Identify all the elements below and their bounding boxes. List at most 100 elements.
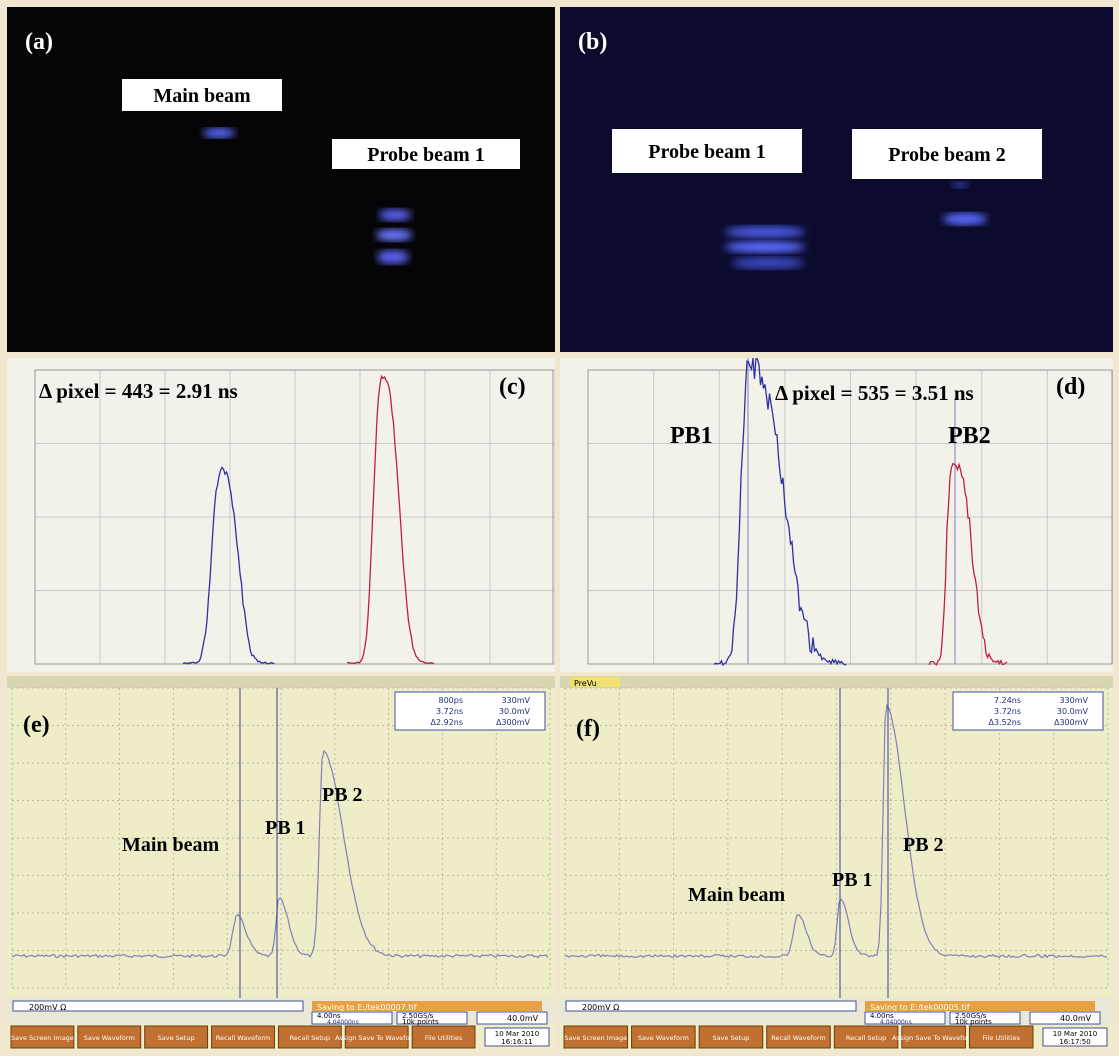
cursor-readout: 800ps bbox=[438, 696, 463, 705]
panel-b: (b) Probe beam 1 Probe beam 2 bbox=[560, 7, 1113, 352]
panel-c: Δ pixel = 443 = 2.91 ns (c) bbox=[7, 358, 555, 672]
time: 16:16:11 bbox=[501, 1038, 532, 1046]
date-box bbox=[484, 1027, 550, 1047]
cursor-readout: 330mV bbox=[1059, 696, 1088, 705]
annotation-box bbox=[852, 129, 1042, 179]
scope-button-label: Assign Save To Waveform bbox=[335, 1034, 418, 1042]
scope-button bbox=[833, 1025, 899, 1049]
sampling: 10k points bbox=[955, 1018, 992, 1026]
timebase-box bbox=[311, 1011, 393, 1025]
annotation: Main beam bbox=[122, 834, 220, 856]
scope-button-label: Save Setup bbox=[712, 1034, 749, 1042]
channel-box bbox=[565, 1000, 857, 1012]
annotation: PB 2 bbox=[903, 834, 944, 856]
panel-a-image: (a) Main beam Probe beam 1 bbox=[25, 29, 520, 264]
annotation: PB 1 bbox=[832, 869, 873, 891]
date: 10 Mar 2010 bbox=[1053, 1030, 1097, 1038]
scope-button-label: Recall Waveform bbox=[216, 1034, 270, 1042]
panel-a: (a) Main beam Probe beam 1 bbox=[7, 7, 555, 352]
waveform bbox=[11, 749, 549, 959]
beam-spot bbox=[203, 128, 235, 138]
annotation: PB 1 bbox=[265, 817, 306, 839]
annotation: Probe beam 1 bbox=[648, 141, 765, 163]
annotation: Probe beam 2 bbox=[888, 144, 1005, 166]
annotation: PB2 bbox=[948, 423, 991, 449]
annotation: Main beam bbox=[153, 85, 251, 107]
sampling-box bbox=[396, 1011, 468, 1025]
scope-button-label: Save Setup bbox=[158, 1034, 195, 1042]
beam-spot bbox=[725, 226, 805, 238]
cursor-readout: 30.0mV bbox=[499, 707, 531, 716]
scope-header bbox=[560, 676, 1113, 688]
scope-header bbox=[7, 676, 555, 688]
beam-spot bbox=[725, 241, 805, 253]
sampling: 10k points bbox=[402, 1018, 439, 1026]
cursor-readout-box bbox=[952, 691, 1104, 731]
cursor-readout: 3.72ns bbox=[994, 707, 1021, 716]
scope-button bbox=[698, 1025, 764, 1049]
panel-label: (c) bbox=[499, 374, 526, 400]
scope-button-label: Recall Setup bbox=[290, 1034, 330, 1042]
trigger-box bbox=[476, 1011, 548, 1025]
scope-button-label: Save Screen Image bbox=[564, 1034, 627, 1042]
timebase: 4.00ns bbox=[317, 1012, 341, 1020]
scope-button bbox=[211, 1025, 275, 1049]
saving-box bbox=[865, 1001, 1095, 1011]
waveform bbox=[564, 703, 1108, 959]
channel-setting: 200mV Ω bbox=[29, 1003, 66, 1012]
beam-spot bbox=[377, 250, 409, 264]
annotation-box bbox=[122, 79, 282, 111]
date: 10 Mar 2010 bbox=[495, 1030, 539, 1038]
cursor-readout: 3.72ns bbox=[436, 707, 463, 716]
scope-button-label: Save Waveform bbox=[84, 1034, 135, 1042]
trigger: 40.0mV bbox=[1060, 1014, 1092, 1023]
panel-f: PreVu (f) Main beam PB 1 PB 2 7.24ns 330mV 3.72… bbox=[560, 676, 1113, 1050]
annotation: Main beam bbox=[688, 884, 786, 906]
beam-spot bbox=[379, 209, 411, 221]
scope-button bbox=[411, 1025, 476, 1049]
panel-label: (a) bbox=[25, 29, 53, 55]
panel-d-plot: Δ pixel = 535 = 3.51 ns PB1 PB2 (d) bbox=[587, 358, 1113, 667]
beam-spot bbox=[952, 182, 968, 188]
cursor-readout: 330mV bbox=[501, 696, 530, 705]
annotation: Δ pixel = 535 = 3.51 ns bbox=[775, 381, 974, 405]
blue-trace bbox=[713, 358, 847, 667]
saving-box bbox=[312, 1001, 542, 1011]
panel-e-scope: (e) Main beam PB 1 PB 2 800ps 330mV 3.72ns 30.0… bbox=[7, 676, 555, 1049]
annotation-box bbox=[332, 139, 520, 169]
scope-button bbox=[10, 1025, 75, 1049]
scope-button bbox=[631, 1025, 696, 1049]
scope-button-label: Assign Save To Waveform bbox=[892, 1034, 975, 1042]
panel-d: Δ pixel = 535 = 3.51 ns PB1 PB2 (d) bbox=[560, 358, 1113, 672]
beam-spot bbox=[943, 213, 987, 225]
menu-tab bbox=[570, 677, 620, 687]
scope-button bbox=[563, 1025, 629, 1049]
scope-button-label: Save Waveform bbox=[638, 1034, 689, 1042]
panel-label: (b) bbox=[578, 29, 607, 55]
beam-spot bbox=[376, 229, 412, 241]
scope-button-label: File Utilities bbox=[425, 1034, 463, 1042]
scope-button-label: Save Screen Image bbox=[11, 1034, 74, 1042]
scope-button bbox=[77, 1025, 142, 1049]
scope-button bbox=[144, 1025, 209, 1049]
cursor-readout-box bbox=[394, 691, 546, 731]
cursor-readout: 30.0mV bbox=[1057, 707, 1089, 716]
cursor-readout: 7.24ns bbox=[994, 696, 1021, 705]
scope-button-label: File Utilities bbox=[983, 1034, 1021, 1042]
beam-spot bbox=[732, 257, 804, 269]
blue-trace bbox=[182, 466, 275, 665]
red-trace bbox=[346, 374, 435, 665]
channel-box bbox=[12, 1000, 304, 1012]
panel-label: (e) bbox=[23, 712, 50, 738]
timebase-box bbox=[864, 1011, 946, 1025]
sampling-box bbox=[949, 1011, 1021, 1025]
cursor-readout: Δ300mV bbox=[496, 718, 531, 727]
time: 16:17:50 bbox=[1059, 1038, 1090, 1046]
sampling: 2.50GS/s bbox=[955, 1012, 987, 1020]
panel-b-image: (b) Probe beam 1 Probe beam 2 bbox=[578, 29, 1042, 269]
cursor-readout: Δ3.52ns bbox=[988, 718, 1021, 727]
annotation: PB 2 bbox=[322, 784, 363, 806]
scope-button bbox=[277, 1025, 342, 1049]
sampling: 2.50GS/s bbox=[402, 1012, 434, 1020]
plot-frame bbox=[34, 369, 554, 665]
